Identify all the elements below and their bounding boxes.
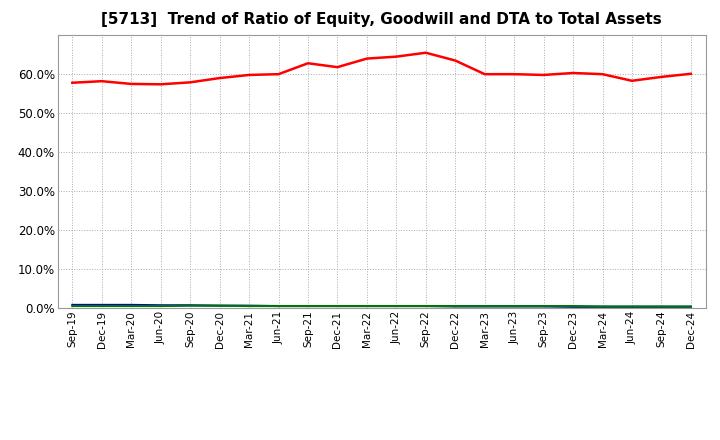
- Goodwill: [687, 304, 696, 309]
- Goodwill: [657, 304, 666, 309]
- Deferred Tax Assets: [451, 304, 459, 309]
- Goodwill: [569, 304, 577, 309]
- Equity: [363, 56, 372, 61]
- Goodwill: [539, 304, 548, 309]
- Equity: [333, 65, 342, 70]
- Equity: [186, 80, 194, 85]
- Deferred Tax Assets: [687, 304, 696, 309]
- Goodwill: [304, 304, 312, 309]
- Goodwill: [628, 304, 636, 309]
- Goodwill: [245, 303, 253, 308]
- Deferred Tax Assets: [421, 304, 430, 309]
- Deferred Tax Assets: [245, 304, 253, 309]
- Equity: [392, 54, 400, 59]
- Goodwill: [156, 303, 165, 308]
- Goodwill: [186, 303, 194, 308]
- Deferred Tax Assets: [68, 304, 76, 309]
- Line: Equity: Equity: [72, 53, 691, 84]
- Equity: [510, 72, 518, 77]
- Deferred Tax Assets: [628, 304, 636, 309]
- Goodwill: [392, 304, 400, 309]
- Deferred Tax Assets: [186, 303, 194, 308]
- Goodwill: [480, 304, 489, 309]
- Goodwill: [97, 302, 106, 308]
- Deferred Tax Assets: [304, 304, 312, 309]
- Equity: [480, 72, 489, 77]
- Goodwill: [127, 302, 135, 308]
- Equity: [215, 75, 224, 81]
- Deferred Tax Assets: [657, 304, 666, 309]
- Equity: [156, 82, 165, 87]
- Equity: [598, 72, 607, 77]
- Goodwill: [333, 304, 342, 309]
- Line: Goodwill: Goodwill: [72, 305, 691, 307]
- Goodwill: [510, 304, 518, 309]
- Equity: [451, 58, 459, 63]
- Deferred Tax Assets: [510, 304, 518, 309]
- Goodwill: [68, 302, 76, 308]
- Equity: [421, 50, 430, 55]
- Equity: [628, 78, 636, 84]
- Deferred Tax Assets: [480, 304, 489, 309]
- Goodwill: [451, 304, 459, 309]
- Equity: [657, 74, 666, 80]
- Goodwill: [274, 304, 283, 309]
- Equity: [245, 72, 253, 77]
- Equity: [539, 72, 548, 77]
- Deferred Tax Assets: [274, 304, 283, 309]
- Title: [5713]  Trend of Ratio of Equity, Goodwill and DTA to Total Assets: [5713] Trend of Ratio of Equity, Goodwil…: [102, 12, 662, 27]
- Deferred Tax Assets: [569, 304, 577, 309]
- Equity: [274, 72, 283, 77]
- Goodwill: [598, 304, 607, 309]
- Deferred Tax Assets: [156, 304, 165, 309]
- Goodwill: [363, 304, 372, 309]
- Equity: [687, 71, 696, 77]
- Equity: [304, 61, 312, 66]
- Goodwill: [215, 303, 224, 308]
- Deferred Tax Assets: [598, 304, 607, 309]
- Equity: [68, 80, 76, 85]
- Equity: [569, 70, 577, 76]
- Deferred Tax Assets: [215, 303, 224, 308]
- Equity: [97, 79, 106, 84]
- Deferred Tax Assets: [539, 304, 548, 309]
- Deferred Tax Assets: [392, 304, 400, 309]
- Deferred Tax Assets: [333, 304, 342, 309]
- Deferred Tax Assets: [97, 304, 106, 309]
- Equity: [127, 81, 135, 87]
- Deferred Tax Assets: [127, 304, 135, 309]
- Deferred Tax Assets: [363, 304, 372, 309]
- Goodwill: [421, 304, 430, 309]
